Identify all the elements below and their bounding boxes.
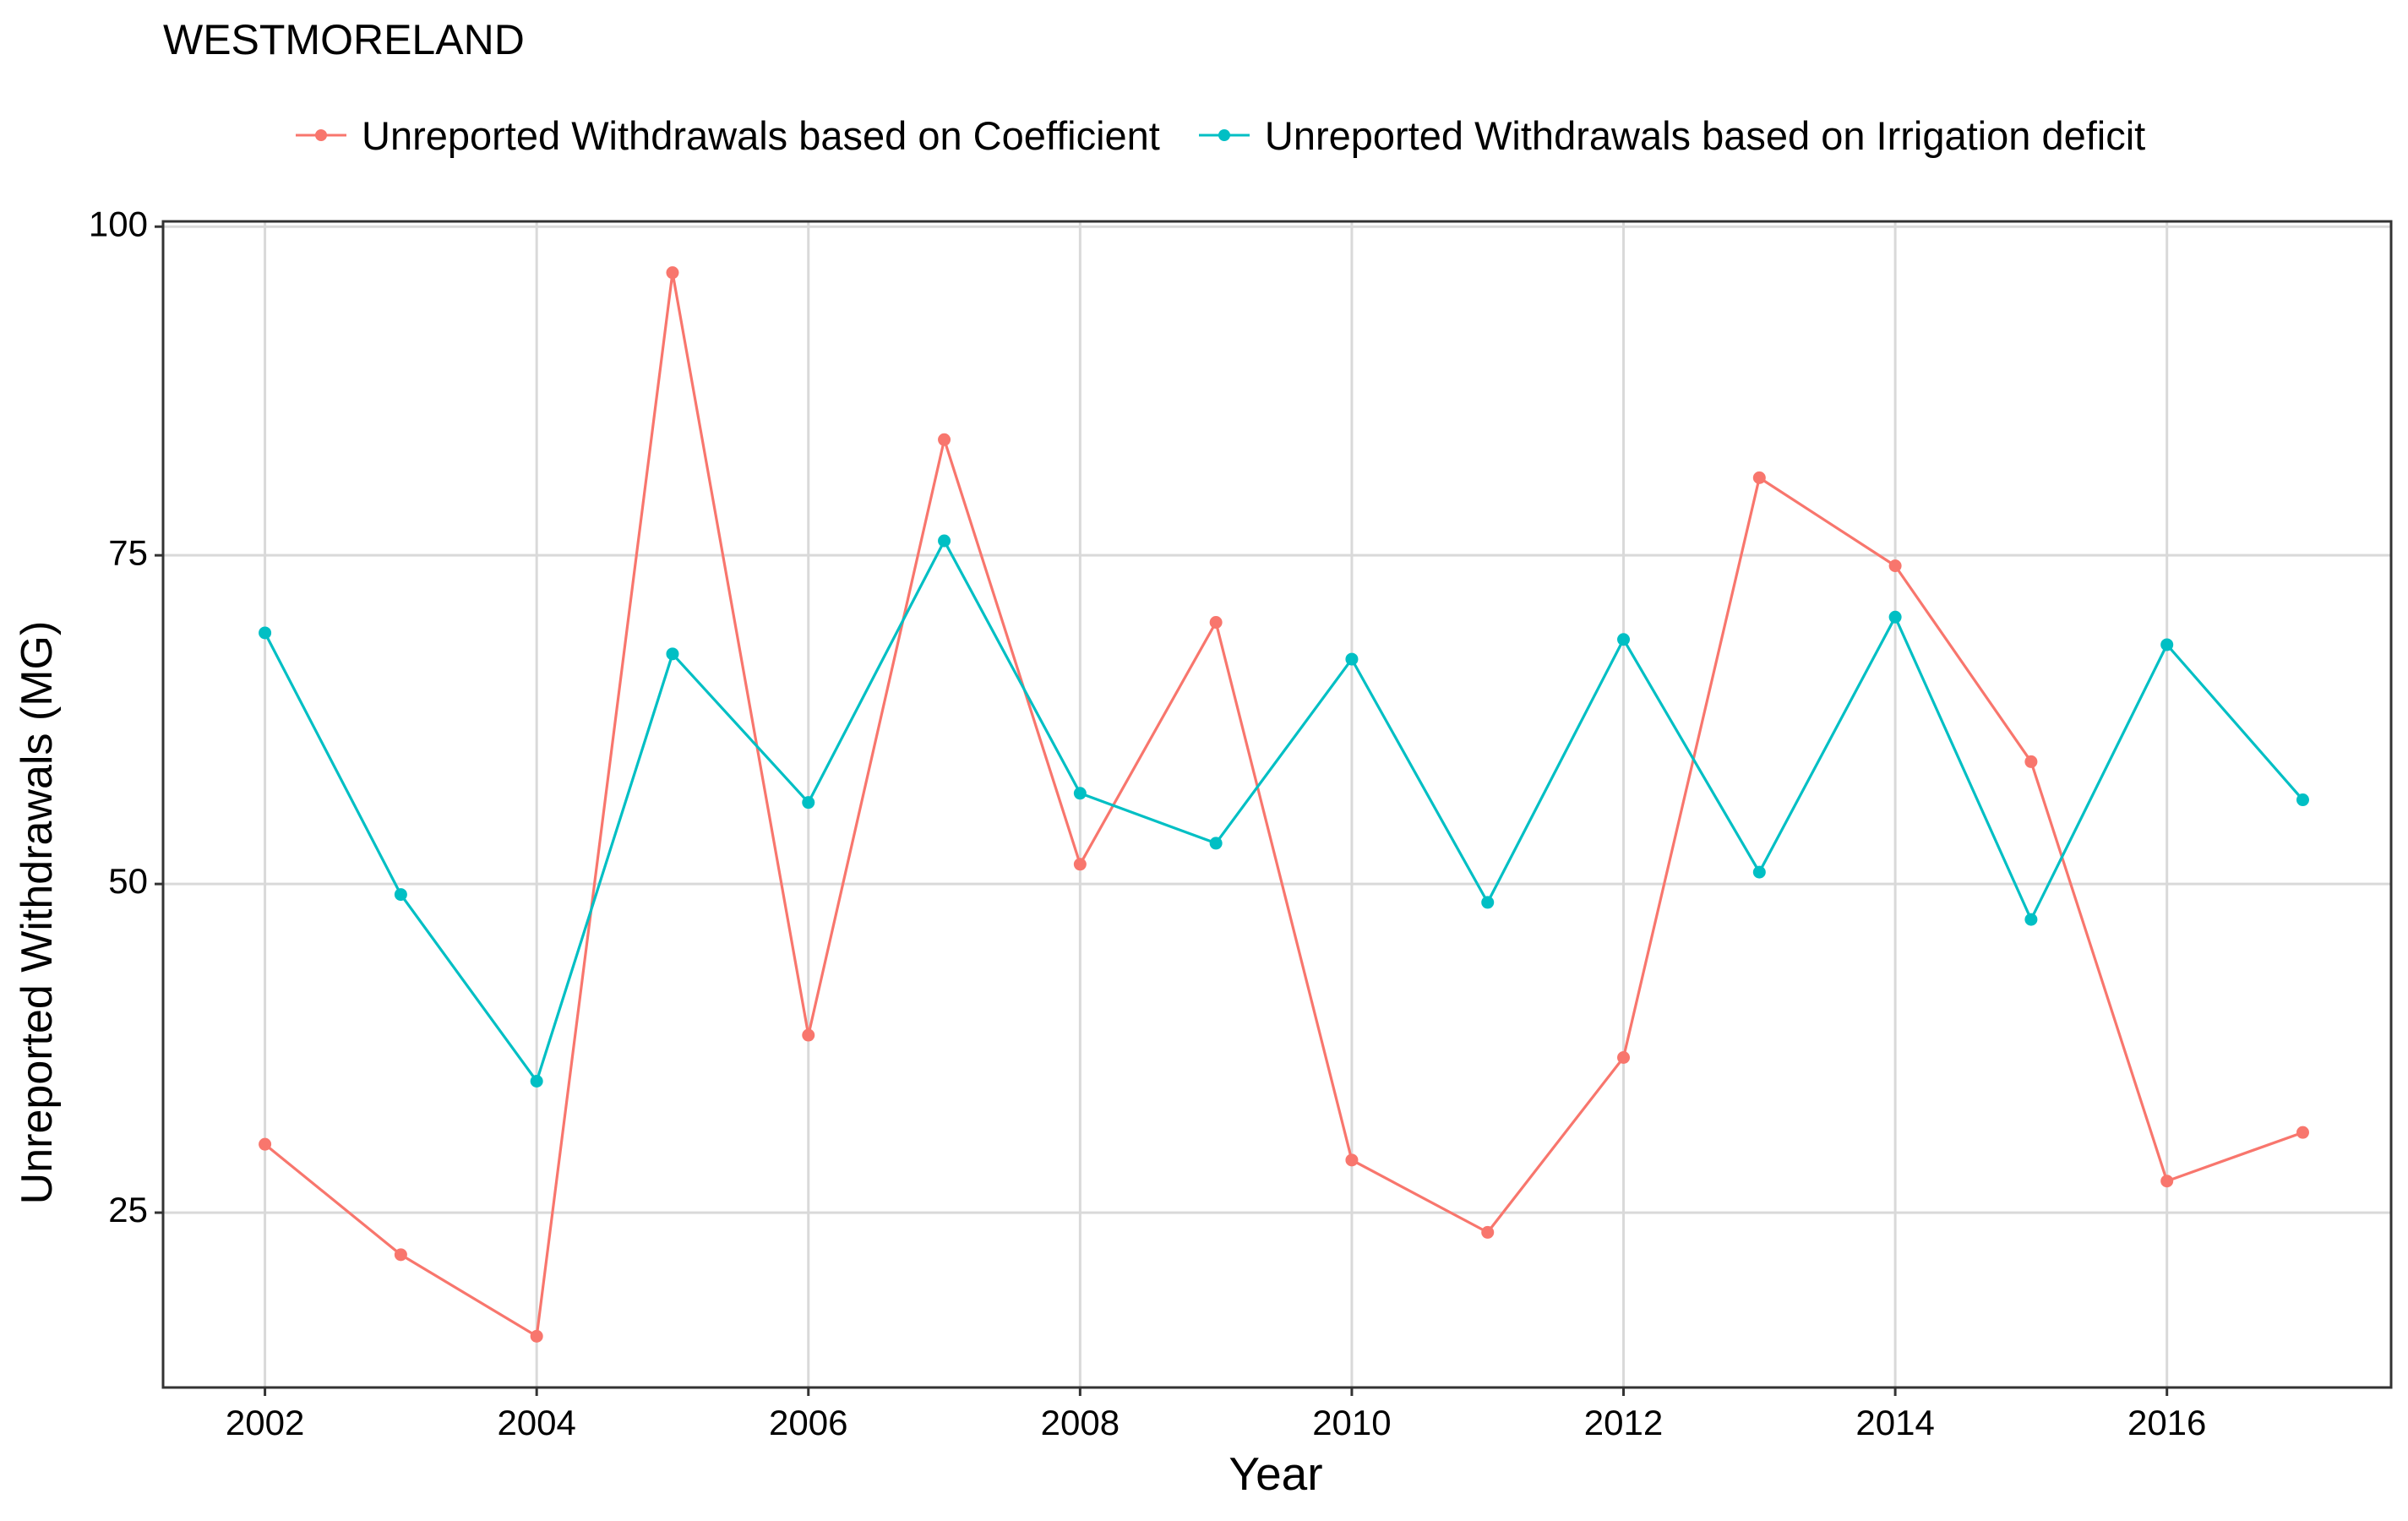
data-point-s1-2016 (2160, 638, 2174, 651)
data-point-s1-2010 (1345, 652, 1359, 666)
legend-item-irrigation-deficit: Unreported Withdrawals based on Irrigati… (1198, 112, 2146, 159)
data-point-s0-2002 (259, 1137, 272, 1151)
series-line-1 (264, 539, 2304, 1083)
data-point-s0-2009 (1209, 616, 1223, 630)
data-point-s1-2015 (2024, 913, 2038, 926)
data-point-s1-2002 (259, 626, 272, 640)
plot-background (163, 221, 2391, 1387)
y-tick-label-25: 25 (108, 1190, 148, 1229)
legend-label-irrigation-deficit: Unreported Withdrawals based on Irrigati… (1264, 112, 2146, 158)
x-tick-label-2008: 2008 (1041, 1403, 1120, 1442)
chart-title: WESTMORELAND (163, 16, 525, 63)
data-point-s1-2012 (1617, 633, 1631, 646)
y-tick-label-50: 50 (108, 861, 148, 901)
x-tick-label-2002: 2002 (226, 1403, 304, 1442)
data-point-s1-2011 (1481, 896, 1495, 909)
data-point-s1-2007 (938, 534, 951, 548)
data-point-s0-2006 (802, 1028, 815, 1042)
legend-item-coefficient: Unreported Withdrawals based on Coeffici… (296, 112, 1160, 159)
data-point-s0-2010 (1345, 1153, 1359, 1167)
x-tick-label-2016: 2016 (2127, 1403, 2206, 1442)
data-point-s1-2006 (802, 796, 815, 810)
data-point-s0-2005 (666, 266, 679, 280)
legend-label-coefficient: Unreported Withdrawals based on Coeffici… (362, 112, 1160, 158)
data-point-s0-2017 (2296, 1126, 2309, 1139)
data-point-s1-2014 (1888, 610, 1902, 624)
x-tick-label-2010: 2010 (1312, 1403, 1391, 1442)
data-point-s1-2004 (530, 1074, 543, 1088)
x-tick-label-2004: 2004 (497, 1403, 575, 1442)
data-point-s1-2005 (666, 647, 679, 661)
legend-key-coefficient (296, 129, 346, 141)
legend: Unreported Withdrawals based on Coeffici… (296, 108, 2145, 162)
data-point-s0-2016 (2160, 1175, 2174, 1188)
y-tick-label-100: 100 (89, 204, 148, 243)
data-point-s0-2007 (938, 433, 951, 446)
plot-border (161, 220, 2393, 1389)
x-tick-label-2006: 2006 (769, 1403, 847, 1442)
data-point-s1-2013 (1752, 865, 1766, 879)
data-point-s0-2011 (1481, 1225, 1495, 1239)
x-tick-label-2014: 2014 (1855, 1403, 1934, 1442)
data-point-s0-2008 (1073, 858, 1087, 871)
data-point-s0-2014 (1888, 559, 1902, 573)
data-point-s1-2008 (1073, 787, 1087, 800)
data-point-s1-2017 (2296, 793, 2309, 807)
data-point-s0-2003 (394, 1248, 407, 1262)
x-axis-label: Year (1229, 1447, 1323, 1500)
data-point-s1-2009 (1209, 837, 1223, 850)
data-point-s1-2003 (394, 888, 407, 902)
y-tick-label-75: 75 (108, 532, 148, 572)
data-point-s0-2013 (1752, 471, 1766, 484)
series-line-0 (264, 271, 2304, 1338)
data-point-s0-2015 (2024, 755, 2038, 768)
data-point-s0-2012 (1617, 1050, 1631, 1064)
data-point-s0-2004 (530, 1329, 543, 1343)
x-tick-label-2012: 2012 (1584, 1403, 1663, 1442)
legend-key-irrigation-deficit (1198, 129, 1250, 141)
